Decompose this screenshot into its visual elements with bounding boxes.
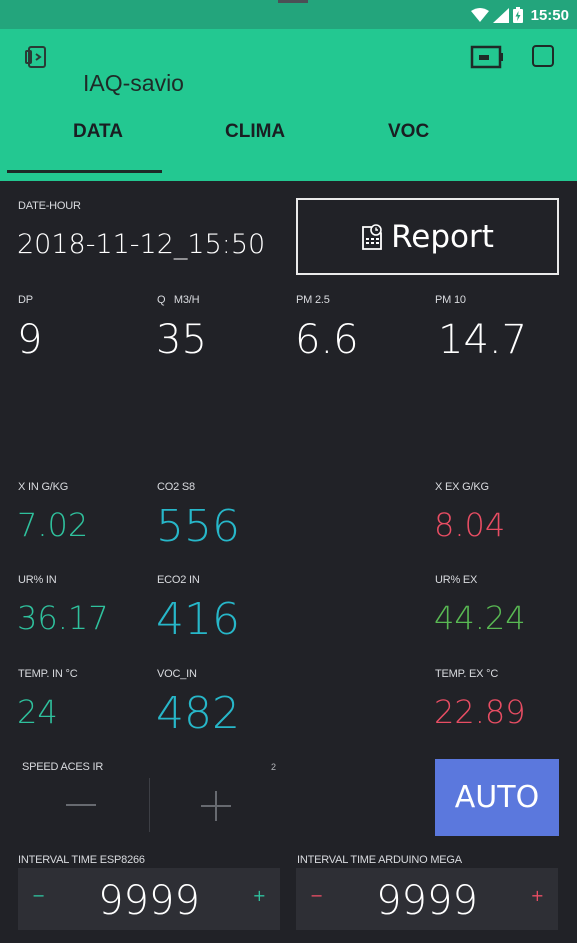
device-icon[interactable]	[24, 45, 50, 69]
x-ex-label: X EX G/KG	[435, 481, 489, 493]
co2-label: CO2 S8	[157, 481, 195, 493]
report-icon	[362, 223, 383, 250]
square-icon[interactable]	[531, 44, 555, 68]
x-in-value: 7.02	[17, 506, 89, 544]
status-time: 15:50	[530, 6, 569, 24]
tab-voc[interactable]: VOC	[388, 121, 430, 142]
pm25-value: 6.6	[295, 317, 359, 363]
q-value: 35	[156, 317, 207, 363]
q-label: Q M3/H	[157, 294, 200, 306]
interval-mega-minus-button[interactable]: −	[310, 886, 324, 905]
speed-label: SPEED ACES IR	[22, 761, 104, 773]
interval-esp-plus-button[interactable]: +	[252, 886, 266, 905]
wifi-icon	[470, 8, 489, 22]
status-icons: 15:50	[470, 5, 569, 25]
temp-in-label: TEMP. IN °C	[18, 668, 78, 680]
pm10-label: PM 10	[435, 294, 466, 306]
voc-in-value: 482	[156, 688, 240, 739]
temp-ex-label: TEMP. EX °C	[435, 668, 499, 680]
app-bar: IAQ-savio DATA CLIMA VOC	[0, 29, 577, 181]
pm10-value: 14.7	[438, 317, 528, 363]
interval-mega-label: INTERVAL TIME ARDUINO MEGA	[297, 854, 462, 866]
speed-minus-button[interactable]	[66, 804, 96, 806]
status-notch	[278, 0, 308, 3]
pm25-label: PM 2.5	[296, 294, 330, 306]
ur-in-label: UR% IN	[18, 574, 57, 586]
dp-label: DP	[18, 294, 33, 306]
ur-ex-value: 44.24	[434, 599, 526, 637]
interval-esp-label: INTERVAL TIME ESP8266	[18, 854, 145, 866]
speed-plus-vertical[interactable]	[215, 791, 217, 821]
auto-button[interactable]: AUTO	[435, 759, 559, 836]
interval-esp-value[interactable]: 9999	[98, 878, 200, 924]
co2-value: 556	[156, 501, 240, 552]
tab-indicator	[7, 170, 162, 173]
tab-clima[interactable]: CLIMA	[225, 121, 286, 142]
temp-in-value: 24	[17, 693, 58, 731]
dp-value: 9	[17, 317, 43, 363]
battery-widget-icon[interactable]	[470, 45, 504, 69]
tab-data[interactable]: DATA	[73, 121, 123, 142]
report-button[interactable]: Report	[296, 198, 559, 275]
battery-icon	[512, 7, 523, 23]
app-title: IAQ-savio	[83, 70, 184, 96]
speed-divider	[149, 778, 150, 832]
speed-stepper	[18, 776, 280, 834]
signal-icon	[492, 7, 509, 23]
ur-in-value: 36.17	[17, 599, 109, 637]
voc-in-label: VOC_IN	[157, 668, 197, 680]
interval-mega-plus-button[interactable]: +	[530, 886, 544, 905]
interval-esp-minus-button[interactable]: −	[32, 886, 46, 905]
speed-value: 2	[271, 762, 276, 772]
interval-mega-value[interactable]: 9999	[376, 878, 478, 924]
temp-ex-value: 22.89	[434, 693, 526, 731]
status-bar: 15:50	[0, 0, 577, 29]
x-ex-value: 8.04	[434, 506, 506, 544]
eco2-label: ECO2 IN	[157, 574, 200, 586]
interval-mega-input[interactable]: − 9999 +	[296, 868, 558, 930]
eco2-value: 416	[156, 594, 240, 645]
date-hour-label: DATE-HOUR	[18, 200, 81, 212]
date-hour-value: 2018-11-12_15:50	[17, 229, 266, 260]
x-in-label: X IN G/KG	[18, 481, 69, 493]
ur-ex-label: UR% EX	[435, 574, 478, 586]
interval-esp-input[interactable]: − 9999 +	[18, 868, 280, 930]
report-label: Report	[391, 218, 494, 255]
